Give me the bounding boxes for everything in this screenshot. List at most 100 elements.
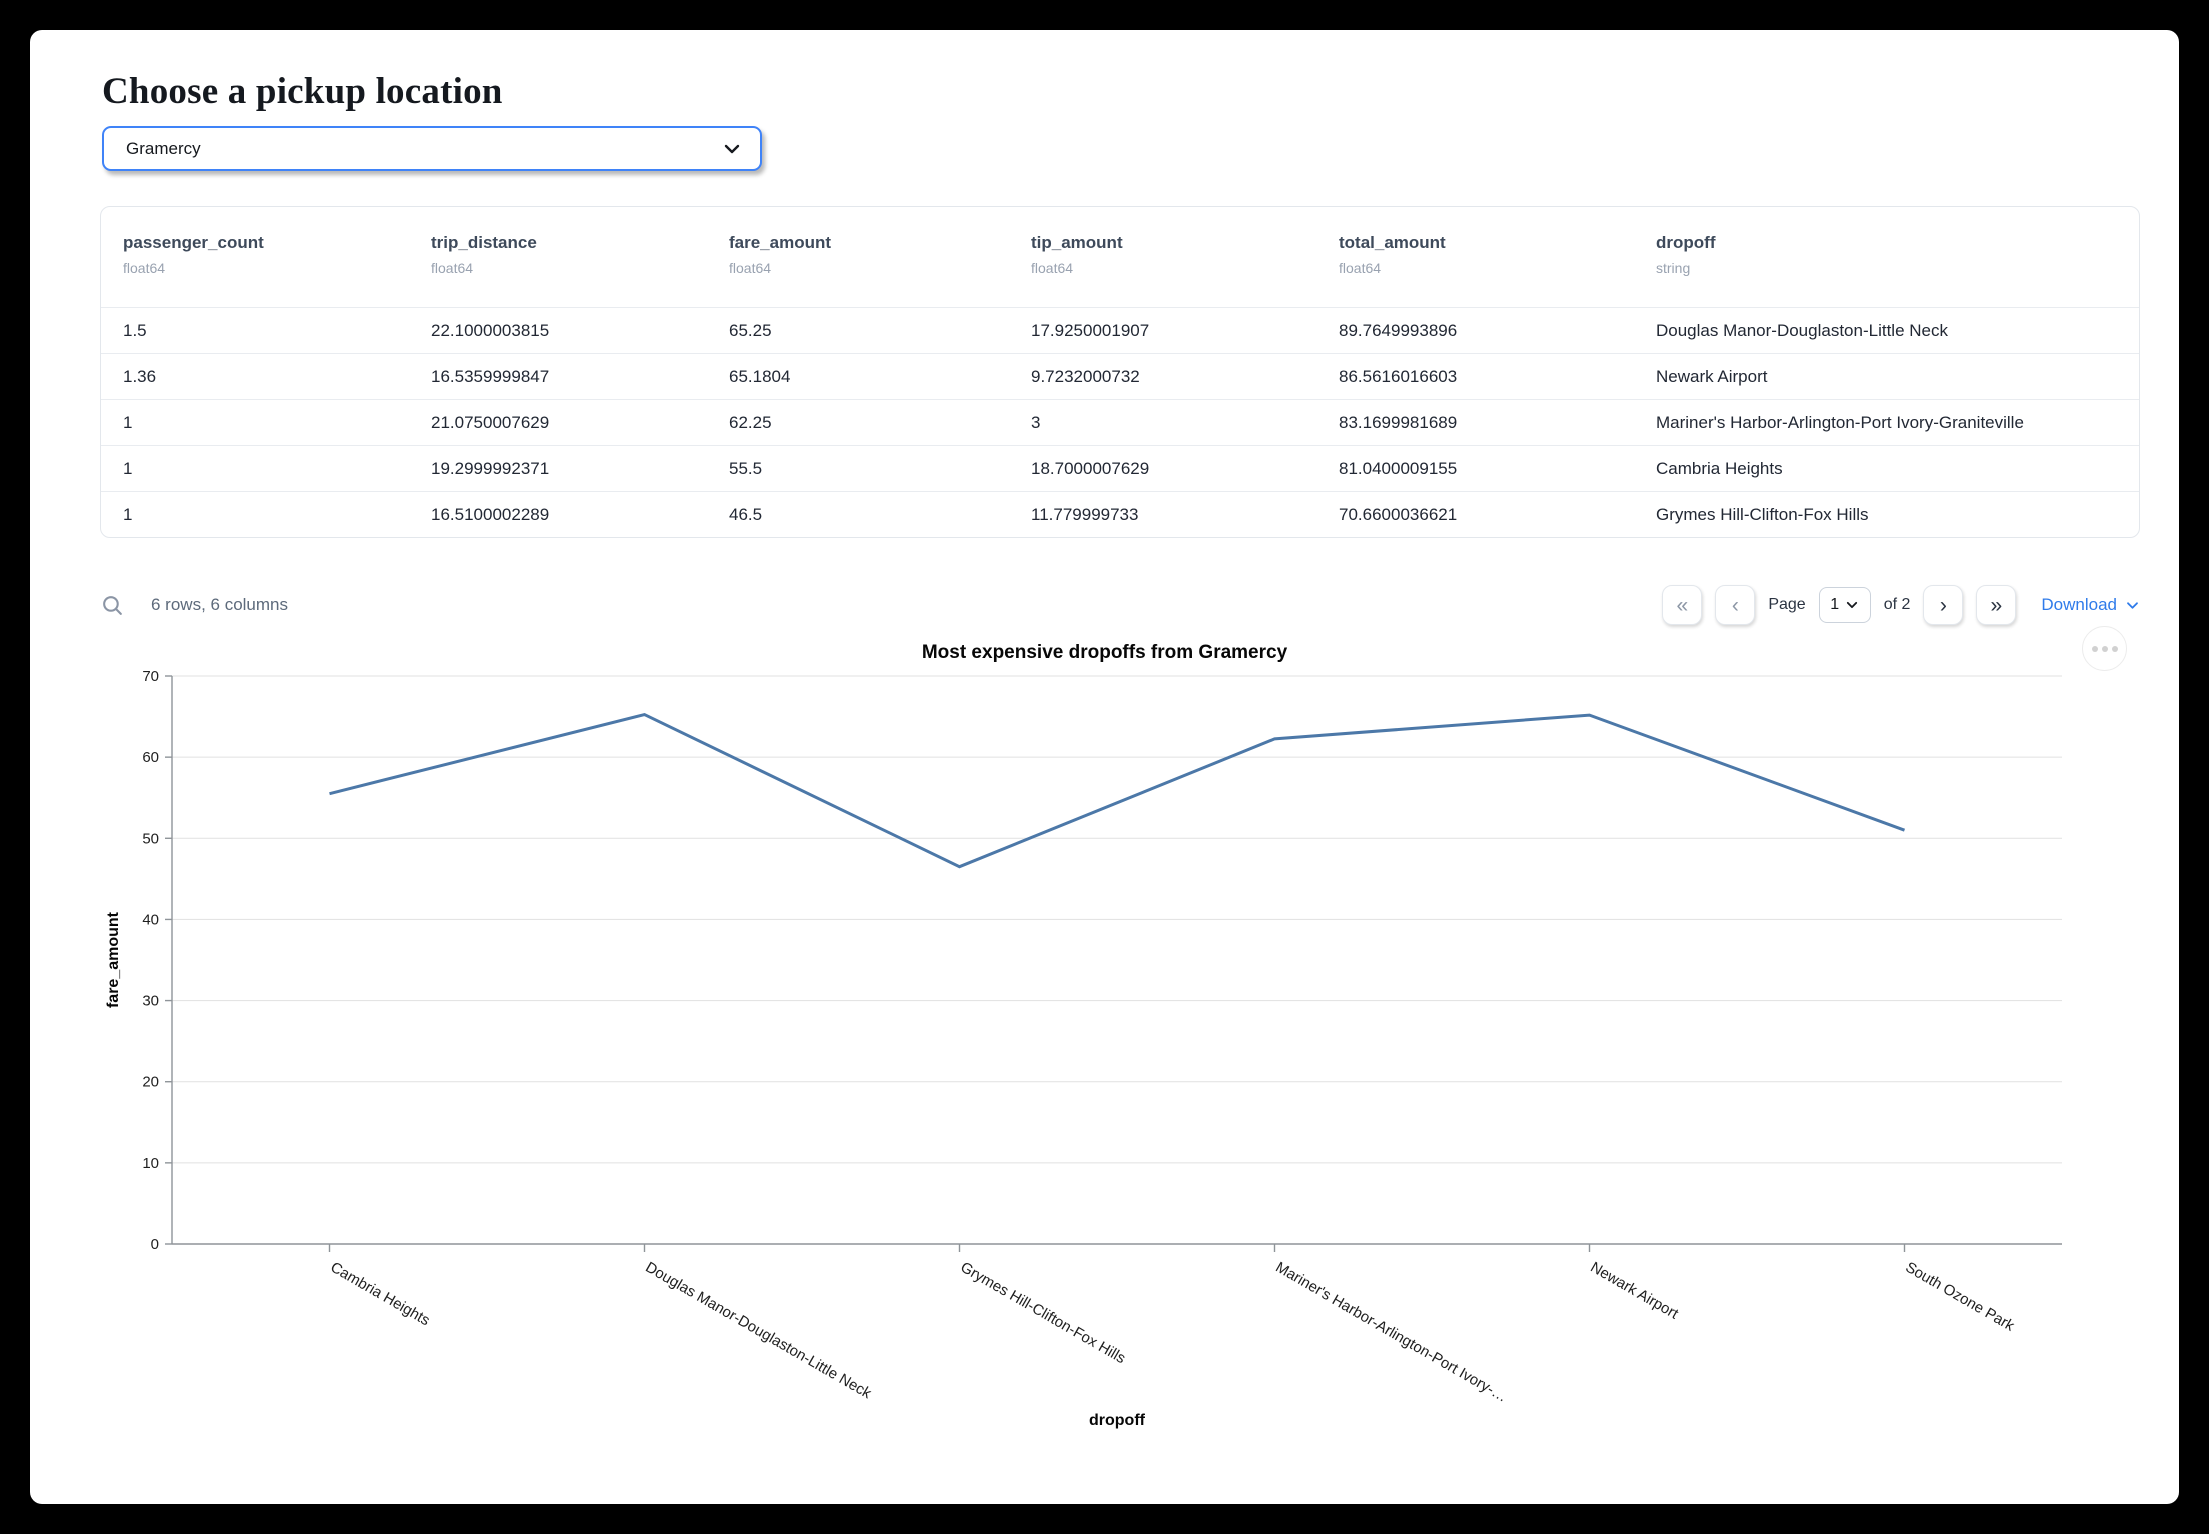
table-cell: 16.5100002289 xyxy=(431,504,550,524)
pickup-location-select[interactable]: Gramercy xyxy=(102,126,762,171)
page-number-value: 1 xyxy=(1830,596,1840,613)
table-cell: 81.0400009155 xyxy=(1339,458,1458,478)
table-body: 1.5 22.1000003815 65.25 17.9250001907 89.764… xyxy=(101,307,2139,537)
table-cell: 3 xyxy=(1031,412,1041,432)
column-type: float64 xyxy=(729,260,772,276)
chart-options-button[interactable] xyxy=(2082,626,2127,671)
page-number-select[interactable]: 1 xyxy=(1818,587,1871,623)
ellipsis-icon xyxy=(2111,645,2118,652)
column-name: tip_amount xyxy=(1031,233,1123,252)
table-cell: 70.6600036621 xyxy=(1339,504,1458,524)
last-page-icon: » xyxy=(1990,593,2003,617)
table-row: 1.5 22.1000003815 65.25 17.9250001907 89.764… xyxy=(101,307,2139,353)
table-cell: 1 xyxy=(123,504,133,524)
next-page-button[interactable]: › xyxy=(1923,585,1964,625)
column-type: float64 xyxy=(1339,260,1382,276)
ellipsis-icon xyxy=(2101,645,2108,652)
y-tick-label: 50 xyxy=(142,830,159,847)
table-row: 1 16.5100002289 46.5 11.779999733 70.6600036… xyxy=(101,491,2139,537)
column-header-fare_amount[interactable]: fare_amount float64 xyxy=(707,233,1009,276)
table-cell: 1.5 xyxy=(123,320,147,340)
table-cell: 86.5616016603 xyxy=(1339,366,1458,386)
page-total-label: of 2 xyxy=(1883,596,1911,613)
y-tick-label: 20 xyxy=(142,1074,159,1091)
table-cell: 19.2999992371 xyxy=(431,458,550,478)
column-header-total_amount[interactable]: total_amount float64 xyxy=(1317,233,1634,276)
table-row: 1.36 16.5359999847 65.1804 9.7232000732 86.5… xyxy=(101,353,2139,399)
table-cell: 16.5359999847 xyxy=(431,366,550,386)
last-page-button[interactable]: » xyxy=(1976,585,2017,625)
column-name: passenger_count xyxy=(123,233,264,252)
y-tick-label: 70 xyxy=(142,668,159,685)
column-type: float64 xyxy=(1031,260,1074,276)
table-cell: 46.5 xyxy=(729,504,763,524)
table-cell: 17.9250001907 xyxy=(1031,320,1150,340)
download-label: Download xyxy=(2041,595,2117,614)
download-button[interactable]: Download xyxy=(2041,595,2140,615)
fare-line-chart: 0 10 20 30 40 50 60 70 Cambria Heights Douglas Ma… xyxy=(105,668,2062,1429)
app-card: Choose a pickup location Gramercy passen… xyxy=(30,30,2179,1504)
x-tick-label: Cambria Heights xyxy=(328,1259,433,1330)
table-cell: Mariner's Harbor-Arlington-Port Ivory-Gr… xyxy=(1656,412,2024,432)
column-header-dropoff[interactable]: dropoff string xyxy=(1634,233,2139,276)
table-status-bar: 6 rows, 6 columns « ‹ Page 1 of 2 › » Do… xyxy=(100,582,2140,628)
table-cell: Newark Airport xyxy=(1656,366,1768,386)
x-tick-label: Douglas Manor-Douglaston-Little Neck xyxy=(643,1259,875,1403)
row-column-count: 6 rows, 6 columns xyxy=(151,595,288,614)
column-name: total_amount xyxy=(1339,233,1446,252)
table-cell: 65.25 xyxy=(729,320,772,340)
table-cell: 18.7000007629 xyxy=(1031,458,1150,478)
table-cell: Cambria Heights xyxy=(1656,458,1783,478)
column-name: dropoff xyxy=(1656,233,1716,252)
y-tick-label: 10 xyxy=(142,1155,159,1172)
column-name: trip_distance xyxy=(431,233,537,252)
table-cell: 62.25 xyxy=(729,412,772,432)
column-header-tip_amount[interactable]: tip_amount float64 xyxy=(1009,233,1317,276)
table-cell: Douglas Manor-Douglaston-Little Neck xyxy=(1656,320,1948,340)
column-type: float64 xyxy=(123,260,166,276)
x-tick-label: South Ozone Park xyxy=(1903,1259,2018,1335)
table-cell: 21.0750007629 xyxy=(431,412,550,432)
search-icon[interactable] xyxy=(100,593,125,618)
chevron-down-icon xyxy=(1847,601,1858,609)
y-tick-label: 0 xyxy=(151,1236,159,1253)
column-type: float64 xyxy=(431,260,474,276)
table-cell: 11.779999733 xyxy=(1031,504,1139,524)
column-header-passenger_count[interactable]: passenger_count float64 xyxy=(101,233,409,276)
page-title: Choose a pickup location xyxy=(102,71,503,112)
fare-amount-line xyxy=(329,712,1906,869)
chevron-down-icon xyxy=(724,144,740,153)
next-page-icon: › xyxy=(1939,593,1947,617)
table-row: 1 21.0750007629 62.25 3 83.1699981689 Mariner… xyxy=(101,399,2139,445)
page-label: Page xyxy=(1768,596,1806,613)
table-cell: 9.7232000732 xyxy=(1031,366,1140,386)
table-cell: Grymes Hill-Clifton-Fox Hills xyxy=(1656,504,1869,524)
column-name: fare_amount xyxy=(729,233,832,252)
table-cell: 1 xyxy=(123,458,133,478)
y-axis-title: fare_amount xyxy=(105,911,122,1008)
table-cell: 83.1699981689 xyxy=(1339,412,1458,432)
column-type: string xyxy=(1656,260,1691,276)
table-cell: 22.1000003815 xyxy=(431,320,550,340)
pagination-controls: « ‹ Page 1 of 2 › » Download xyxy=(1662,585,2140,625)
chart-title: Most expensive dropoffs from Gramercy xyxy=(921,642,1288,663)
y-tick-label: 40 xyxy=(142,911,159,928)
first-page-button[interactable]: « xyxy=(1662,585,1703,625)
x-axis-title: dropoff xyxy=(1089,1412,1146,1429)
chevron-down-icon xyxy=(2127,601,2138,609)
prev-page-button[interactable]: ‹ xyxy=(1715,585,1756,625)
table-cell: 55.5 xyxy=(729,458,763,478)
y-tick-label: 60 xyxy=(142,749,159,766)
x-tick-label: Newark Airport xyxy=(1588,1259,1682,1323)
table-row: 1 19.2999992371 55.5 18.7000007629 81.040000… xyxy=(101,445,2139,491)
x-tick-label: Mariner's Harbor-Arlington-Port Ivory-… xyxy=(1273,1259,1511,1406)
table-cell: 1 xyxy=(123,412,133,432)
pickup-select-value: Gramercy xyxy=(126,138,201,158)
prev-page-icon: ‹ xyxy=(1731,593,1739,617)
first-page-icon: « xyxy=(1676,593,1689,617)
column-header-trip_distance[interactable]: trip_distance float64 xyxy=(409,233,707,276)
table-cell: 1.36 xyxy=(123,366,157,386)
